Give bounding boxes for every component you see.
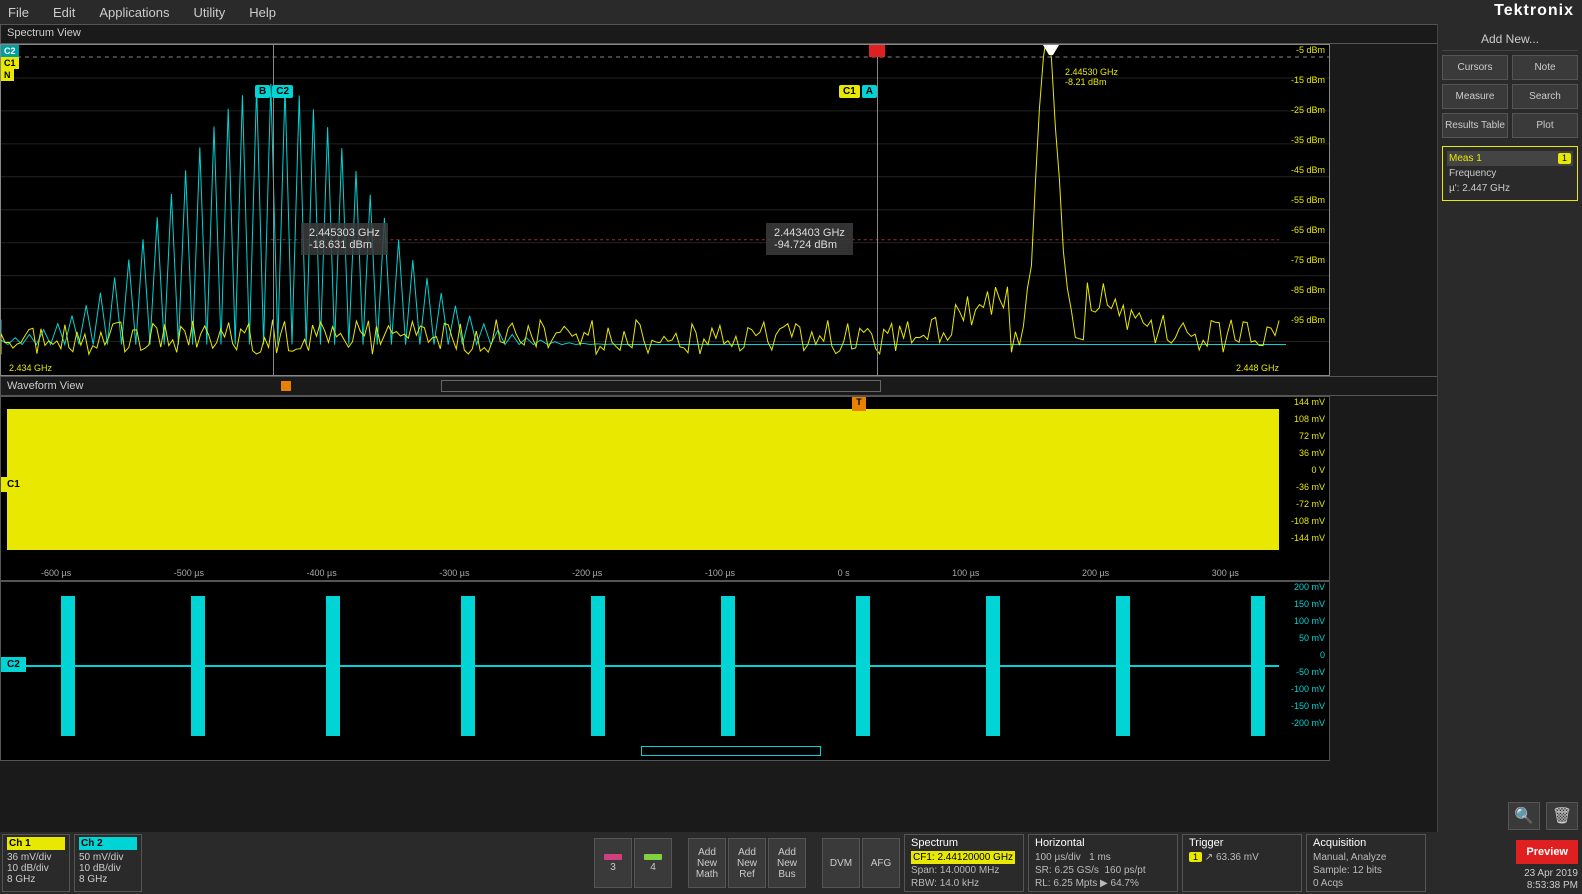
trash-icon[interactable]: 🗑 <box>1546 802 1578 830</box>
waveform-ch2-pulse <box>591 596 605 736</box>
menu-bar: File Edit Applications Utility Help Tekt… <box>0 0 1582 24</box>
preview-button[interactable]: Preview <box>1516 840 1578 864</box>
horizontal-info[interactable]: Horizontal 100 µs/div 1 ms SR: 6.25 GS/s… <box>1028 834 1178 892</box>
channel-add-buttons: 3 4 <box>594 834 672 892</box>
waveform-ch2[interactable]: C2 200 mV150 mV100 mV50 mV0-50 mV-100 mV… <box>0 581 1330 761</box>
waveform-ch1-tag: C1 <box>1 477 26 492</box>
waveform-ch2-pulse <box>721 596 735 736</box>
spectrum-view-title: Spectrum View <box>0 24 1582 44</box>
waveform-ch2-tag: C2 <box>1 657 26 672</box>
menu-applications[interactable]: Applications <box>99 5 169 20</box>
waveform-ch1[interactable]: T C1 144 mV108 mV72 mV36 mV0 V-36 mV-72 … <box>0 396 1330 581</box>
ch3-button[interactable]: 3 <box>594 838 632 888</box>
bottom-bar: Ch 1 36 mV/div10 dB/div8 GHz Ch 2 50 mV/… <box>0 832 1582 894</box>
spectrum-tag-c1: C1 <box>1 57 19 69</box>
brand-logo: Tektronix <box>1494 2 1574 20</box>
spectrum-tag-n: N <box>1 69 14 81</box>
marker-b-b: B <box>255 85 270 98</box>
results-table-button[interactable]: Results Table <box>1442 113 1508 138</box>
waveform-ch2-pulse <box>326 596 340 736</box>
measure-button[interactable]: Measure <box>1442 84 1508 109</box>
readout-a: 2.443403 GHz-94.724 dBm <box>766 223 853 255</box>
spectrum-canvas <box>1 45 1329 377</box>
waveform-ch2-pulse <box>61 596 75 736</box>
afg-button[interactable]: AFG <box>862 838 900 888</box>
marker-a-a: A <box>862 85 877 98</box>
dvm-button[interactable]: DVM <box>822 838 860 888</box>
menu-file[interactable]: File <box>8 5 29 20</box>
marker-b[interactable]: B C2 <box>255 85 293 98</box>
ch4-button[interactable]: 4 <box>634 838 672 888</box>
marker-b-c2: C2 <box>272 85 293 98</box>
search-button[interactable]: Search <box>1512 84 1578 109</box>
add-new-label: Add New... <box>1442 28 1578 51</box>
waveform-overview-thumb[interactable] <box>281 381 291 391</box>
spectrum-x-right: 2.448 GHz <box>1236 363 1279 373</box>
menu-utility[interactable]: Utility <box>193 5 225 20</box>
zoom-trash-row: 🔍 🗑 <box>1508 802 1578 830</box>
spectrum-view[interactable]: C2 C1 N C1 A B C2 2.445303 GHz-18.631 dB… <box>0 44 1330 376</box>
waveform-ch2-pulse <box>1251 596 1265 736</box>
waveform-ch1-ylabels: 144 mV108 mV72 mV36 mV0 V-36 mV-72 mV-10… <box>1291 397 1325 550</box>
right-panel: Add New... Cursors Note Measure Search R… <box>1437 24 1582 832</box>
waveform-ch2-pulse <box>461 596 475 736</box>
marker-a-line[interactable] <box>877 45 878 375</box>
spectrum-y-labels: -5 dBm-15 dBm-25 dBm-35 dBm-45 dBm-55 dB… <box>1291 45 1325 345</box>
waveform-ch2-pulse <box>1116 596 1130 736</box>
spectrum-info[interactable]: Spectrum CF1: 2.44120000 GHz Span: 14.00… <box>904 834 1024 892</box>
trigger-info[interactable]: Trigger 1 ↗ 63.36 mV <box>1182 834 1302 892</box>
waveform-ch2-pulse <box>986 596 1000 736</box>
waveform-ch2-pulse <box>856 596 870 736</box>
waveform-trigger-marker[interactable]: T <box>852 397 866 411</box>
waveform-ch1-xlabels: -600 µs-500 µs-400 µs-300 µs-200 µs-100 … <box>1 568 1279 578</box>
marker-a[interactable]: C1 A <box>839 85 877 98</box>
marker-a-c1: C1 <box>839 85 860 98</box>
readout-peak: 2.44530 GHz-8.21 dBm <box>1057 63 1126 91</box>
waveform-ch2-zoom-range[interactable] <box>641 746 821 756</box>
readout-b: 2.445303 GHz-18.631 dBm <box>301 223 388 255</box>
datetime: 23 Apr 20198:53:38 PM <box>1524 868 1578 892</box>
waveform-ch2-ylabels: 200 mV150 mV100 mV50 mV0-50 mV-100 mV-15… <box>1291 582 1325 735</box>
plot-button[interactable]: Plot <box>1512 113 1578 138</box>
spectrum-tag-c2: C2 <box>1 45 19 57</box>
zoom-icon[interactable]: 🔍 <box>1508 802 1540 830</box>
marker-peak-flag[interactable] <box>1043 45 1059 61</box>
spectrum-x-left: 2.434 GHz <box>9 363 52 373</box>
waveform-overview-bar[interactable] <box>441 380 881 392</box>
cursors-button[interactable]: Cursors <box>1442 55 1508 80</box>
marker-r-flag[interactable] <box>869 45 885 57</box>
menu-help[interactable]: Help <box>249 5 276 20</box>
waveform-title: Waveform View <box>7 380 83 392</box>
note-button[interactable]: Note <box>1512 55 1578 80</box>
add-ref-button[interactable]: Add New Ref <box>728 838 766 888</box>
waveform-ch1-trace <box>7 409 1279 550</box>
acquisition-info[interactable]: Acquisition Manual, Analyze Sample: 12 b… <box>1306 834 1426 892</box>
ch2-box[interactable]: Ch 2 50 mV/div10 dB/div8 GHz <box>74 834 142 892</box>
waveform-ch2-pulse <box>191 596 205 736</box>
add-bus-button[interactable]: Add New Bus <box>768 838 806 888</box>
measurement-1[interactable]: Meas 11 Frequency µ': 2.447 GHz <box>1442 146 1578 201</box>
ch1-box[interactable]: Ch 1 36 mV/div10 dB/div8 GHz <box>2 834 70 892</box>
waveform-header: Waveform View <box>0 376 1582 396</box>
add-math-button[interactable]: Add New Math <box>688 838 726 888</box>
menu-edit[interactable]: Edit <box>53 5 75 20</box>
